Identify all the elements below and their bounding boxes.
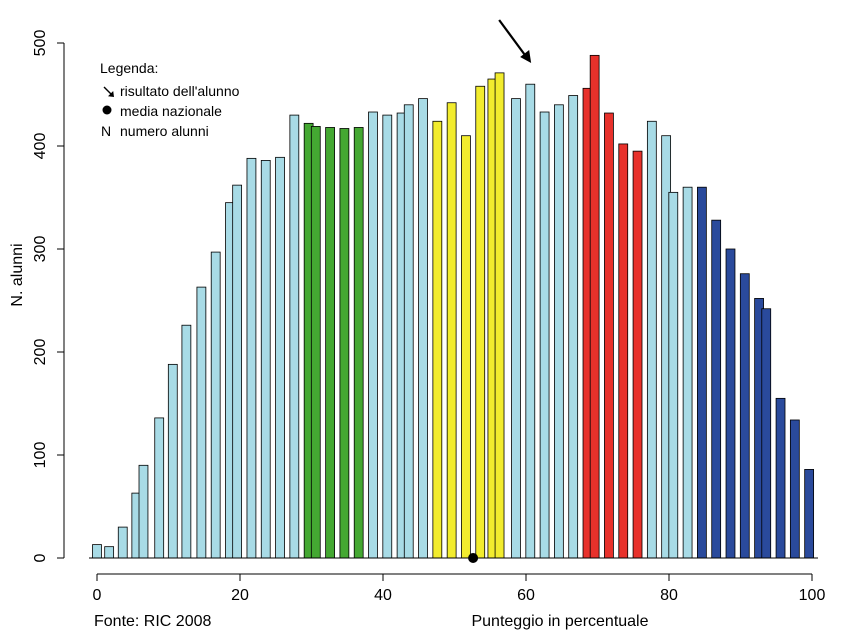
x-tick-label: 0 — [93, 587, 102, 604]
bar — [403, 104, 414, 559]
bar — [789, 419, 800, 559]
bar — [289, 114, 300, 559]
bar — [632, 150, 643, 559]
bar — [181, 324, 192, 559]
bar — [668, 191, 679, 559]
bar — [92, 544, 102, 559]
axes-layer: 0 100 200 300 400 500 0 20 40 60 80 100 — [32, 30, 825, 604]
bar — [210, 251, 221, 559]
x-tick-label: 20 — [231, 587, 249, 604]
bar — [618, 143, 629, 559]
legend-item-label: numero alunni — [120, 123, 209, 139]
legend-symbol-n: N — [101, 123, 111, 139]
y-tick-label: 200 — [32, 339, 49, 366]
bar — [475, 85, 486, 559]
bars-layer — [92, 54, 815, 559]
bar — [138, 464, 149, 559]
bar — [368, 111, 378, 559]
dot-icon — [102, 105, 112, 115]
bar — [494, 72, 505, 559]
bar — [739, 273, 750, 559]
y-axis-label: N. alunni — [9, 243, 26, 306]
legend: Legenda: risultato dell'alunno media naz… — [100, 60, 240, 139]
bar — [697, 186, 707, 559]
y-tick-label: 0 — [32, 553, 49, 562]
bar — [196, 286, 207, 559]
y-tick-label: 100 — [32, 442, 49, 469]
source-note: Fonte: RIC 2008 — [94, 613, 212, 630]
national-mean-marker — [468, 553, 479, 563]
legend-title: Legenda: — [100, 60, 158, 76]
markers-layer — [468, 19, 532, 563]
bar — [432, 120, 443, 559]
bar — [154, 417, 165, 559]
y-tick-label: 400 — [32, 133, 49, 160]
bar — [353, 127, 364, 559]
bar — [589, 54, 600, 559]
bar — [525, 83, 536, 559]
y-tick-label: 500 — [32, 30, 49, 57]
bar — [310, 126, 321, 559]
bar — [511, 98, 521, 559]
bar — [104, 546, 115, 559]
x-tick-label: 60 — [517, 587, 535, 604]
bar — [167, 363, 178, 559]
bar — [539, 111, 550, 559]
x-tick-label: 40 — [374, 587, 392, 604]
arrow-icon — [103, 86, 114, 97]
bar — [568, 95, 579, 559]
bar — [554, 104, 564, 559]
bar — [339, 128, 350, 559]
y-tick-label: 300 — [32, 236, 49, 263]
bar — [761, 308, 772, 559]
bar — [382, 114, 393, 559]
bar — [775, 397, 786, 559]
legend-item-label: media nazionale — [120, 103, 222, 119]
student-result-arrow-icon — [498, 19, 532, 63]
x-axis-label: Punteggio in percentuale — [471, 613, 648, 630]
bar — [275, 156, 285, 559]
bar — [446, 102, 457, 559]
bar — [604, 112, 614, 559]
x-tick-label: 80 — [660, 587, 678, 604]
bar — [682, 186, 693, 559]
bar — [260, 160, 271, 559]
bar — [418, 98, 428, 559]
bar — [246, 157, 257, 559]
legend-item-label: risultato dell'alunno — [120, 83, 240, 99]
bar — [325, 127, 335, 559]
bar — [646, 120, 657, 559]
bar — [804, 469, 815, 559]
x-tick-label: 100 — [799, 587, 826, 604]
bar — [461, 135, 471, 559]
bar — [117, 526, 128, 559]
bar — [725, 248, 736, 559]
bar — [711, 219, 722, 559]
bar — [232, 184, 243, 559]
